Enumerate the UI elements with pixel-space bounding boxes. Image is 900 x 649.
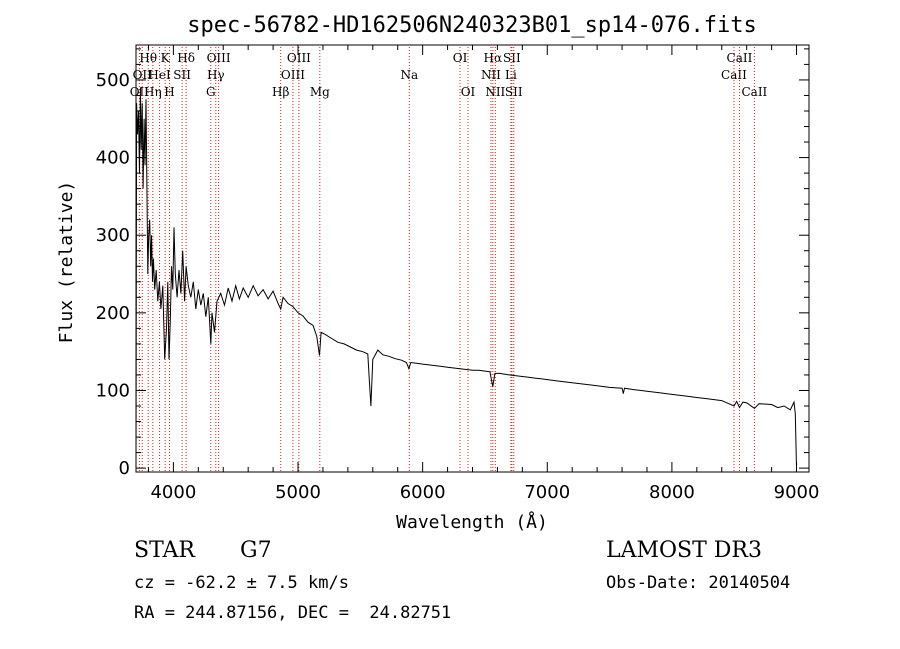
line-marker-label: Hα xyxy=(484,51,503,65)
line-marker-label: Hβ xyxy=(272,85,289,99)
x-tick-label: 7000 xyxy=(524,482,570,503)
line-marker-label: G xyxy=(206,85,216,99)
coordinates-text: RA = 244.87156, DEC = 24.82751 xyxy=(134,603,452,623)
survey-name: LAMOST DR3 xyxy=(606,538,762,563)
subclass: G7 xyxy=(240,538,272,563)
line-marker-label: OI xyxy=(453,51,468,65)
line-marker-label: K xyxy=(161,51,171,65)
x-tick-label: 8000 xyxy=(649,482,695,503)
y-tick-label: 500 xyxy=(96,70,130,91)
chart-title: spec-56782-HD162506N240323B01_sp14-076.f… xyxy=(187,13,757,38)
x-axis-label: Wavelength (Å) xyxy=(396,511,548,533)
line-marker-label: Hθ xyxy=(139,51,157,65)
line-marker-label: CaII xyxy=(721,68,747,82)
y-tick-label: 300 xyxy=(96,225,130,246)
line-marker-label: Hγ xyxy=(207,68,225,82)
x-tick-label: 4000 xyxy=(150,482,196,503)
y-tick-label: 200 xyxy=(96,303,130,324)
line-marker-label: Mg xyxy=(310,85,330,99)
y-tick-label: 0 xyxy=(119,458,130,479)
line-marker-label: OIII xyxy=(287,51,311,65)
line-marker-label: NII xyxy=(485,85,505,99)
x-tick-label: 5000 xyxy=(275,482,321,503)
line-marker-label: OIII xyxy=(281,68,305,82)
spectrum-line xyxy=(135,87,797,469)
line-markers-layer: OII OII Hθ Hη HeI K H SII Hδ G Hγ OIII Hβ OIII OIII Mg N… xyxy=(130,47,768,472)
line-marker-label: SII xyxy=(503,51,521,65)
line-marker-label: NII xyxy=(481,68,501,82)
line-marker-label: Hδ xyxy=(177,51,195,65)
line-marker-label: OI xyxy=(461,85,476,99)
redshift-text: cz = -62.2 ± 7.5 km/s xyxy=(134,573,349,593)
line-marker-label: Na xyxy=(400,68,418,82)
line-marker-label: HeI xyxy=(148,68,171,82)
axis-ticks-layer: 4000 5000 6000 7000 8000 9000 0 100 200 300 400 500 xyxy=(96,45,820,503)
line-marker-label: H xyxy=(164,85,174,99)
object-class: STAR xyxy=(134,538,195,563)
line-marker-label: CaII xyxy=(727,51,753,65)
y-tick-label: 400 xyxy=(96,148,130,169)
plot-frame xyxy=(135,44,810,473)
obs-date: Obs-Date: 20140504 xyxy=(606,573,791,593)
x-tick-label: 6000 xyxy=(400,482,446,503)
line-marker-label: OII xyxy=(133,68,153,82)
line-marker-label: OII xyxy=(130,85,150,99)
line-marker-label: Li xyxy=(505,68,517,82)
line-marker-label: SII xyxy=(173,68,191,82)
y-tick-label: 100 xyxy=(96,380,130,401)
x-tick-label: 9000 xyxy=(774,482,820,503)
line-marker-label: OIII xyxy=(207,51,231,65)
line-marker-label: Hη xyxy=(144,85,162,99)
line-marker-label: SII xyxy=(505,85,523,99)
y-axis-label: Flux (relative) xyxy=(56,181,77,344)
line-marker-label: CaII xyxy=(741,85,767,99)
